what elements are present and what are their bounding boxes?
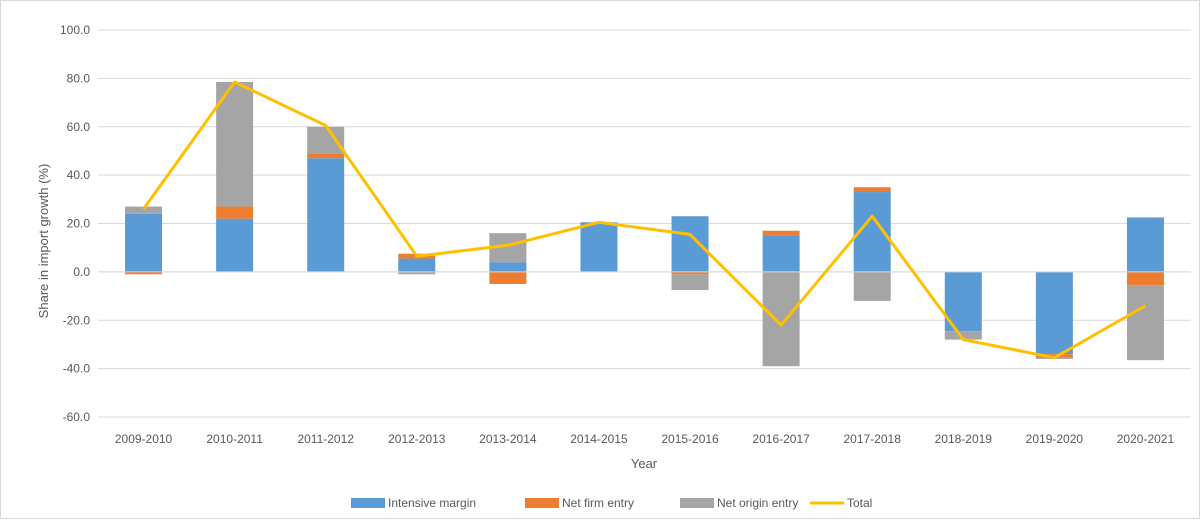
legend-label-total: Total xyxy=(847,496,872,510)
bar-net-firm-entry xyxy=(489,271,527,284)
bar-net-firm-entry xyxy=(762,230,800,236)
x-axis-title: Year xyxy=(631,456,658,471)
legend-label-intensive-margin: Intensive margin xyxy=(388,496,476,510)
y-tick-label: -20.0 xyxy=(63,313,91,327)
x-tick-label: 2020-2021 xyxy=(1117,432,1175,446)
bar-intensive-margin xyxy=(1126,217,1164,272)
bar-intensive-margin xyxy=(1035,271,1073,355)
bar-intensive-margin xyxy=(307,158,345,272)
x-tick-label: 2011-2012 xyxy=(297,432,354,446)
y-axis-title: Share in import growth (%) xyxy=(36,164,51,319)
bar-intensive-margin xyxy=(671,216,709,272)
bar-net-origin-entry xyxy=(944,331,982,340)
bar-net-firm-entry xyxy=(671,271,709,275)
x-tick-label: 2013-2014 xyxy=(479,432,537,446)
y-tick-label: -40.0 xyxy=(63,362,91,376)
y-tick-label: 80.0 xyxy=(67,71,91,85)
y-tick-label: 60.0 xyxy=(67,120,91,134)
bar-intensive-margin xyxy=(580,222,618,272)
legend-swatch-intensive-margin xyxy=(351,498,385,508)
gridlines xyxy=(98,29,1191,418)
legend-label-net-origin-entry: Net origin entry xyxy=(717,496,798,510)
total-line xyxy=(142,80,1147,360)
bar-net-origin-entry xyxy=(853,271,891,301)
bar-net-origin-entry xyxy=(216,82,254,207)
bars xyxy=(98,82,1191,367)
x-tick-label: 2015-2016 xyxy=(661,432,719,446)
bar-net-firm-entry xyxy=(1126,271,1164,286)
legend-swatch-net-origin-entry xyxy=(680,498,714,508)
bar-net-firm-entry xyxy=(1035,354,1073,358)
bar-net-firm-entry xyxy=(125,271,163,275)
legend-swatch-net-firm-entry xyxy=(525,498,559,508)
bar-intensive-margin xyxy=(125,213,163,272)
bar-intensive-margin xyxy=(216,218,254,272)
legend: Intensive margin Net firm entry Net origin… xyxy=(351,496,872,510)
bar-intensive-margin xyxy=(762,235,800,272)
bar-intensive-margin xyxy=(398,258,436,272)
y-tick-label: 100.0 xyxy=(60,23,90,37)
x-tick-label: 2014-2015 xyxy=(570,432,628,446)
x-tick-label: 2010-2011 xyxy=(206,432,263,446)
bar-net-origin-entry xyxy=(762,271,800,367)
x-tick-label: 2009-2010 xyxy=(115,432,173,446)
x-tick-label: 2018-2019 xyxy=(935,432,993,446)
bar-net-firm-entry xyxy=(853,187,891,193)
bar-net-origin-entry xyxy=(1126,285,1164,361)
x-tick-labels: 2009-2010 2010-2011 2011-2012 2012-2013 2013… xyxy=(115,432,1175,446)
legend-label-net-firm-entry: Net firm entry xyxy=(562,496,634,510)
bar-net-firm-entry xyxy=(216,206,254,219)
y-tick-label: 40.0 xyxy=(67,168,91,182)
x-tick-label: 2012-2013 xyxy=(388,432,446,446)
total-line-layer xyxy=(142,80,1147,360)
x-tick-label: 2017-2018 xyxy=(844,432,902,446)
bar-intensive-margin xyxy=(489,262,527,272)
y-tick-label: -60.0 xyxy=(63,410,91,424)
y-tick-labels: -60.0 -40.0 -20.0 0.0 20.0 40.0 60.0 80.0 100.0 xyxy=(60,23,90,424)
y-tick-label: 20.0 xyxy=(67,217,91,231)
x-tick-label: 2019-2020 xyxy=(1026,432,1084,446)
bar-net-origin-entry xyxy=(671,274,709,291)
bar-net-firm-entry xyxy=(307,153,345,159)
y-tick-label: 0.0 xyxy=(73,265,90,279)
x-tick-label: 2016-2017 xyxy=(752,432,810,446)
bar-net-origin-entry xyxy=(398,271,436,275)
bar-net-origin-entry xyxy=(125,206,163,214)
bar-net-origin-entry xyxy=(307,126,345,154)
